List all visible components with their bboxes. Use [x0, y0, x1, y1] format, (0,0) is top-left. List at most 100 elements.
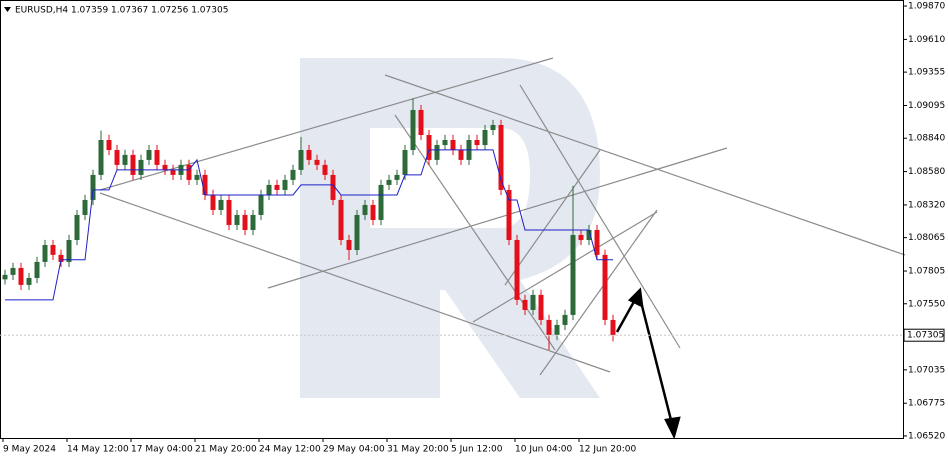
- candle-body: [538, 294, 544, 320]
- candle-body: [306, 150, 312, 160]
- candle-body: [522, 299, 528, 310]
- y-tick-label: 1.09355: [908, 68, 945, 78]
- y-tick-label: 1.08065: [908, 233, 945, 243]
- x-tick-label: 17 May 04:00: [131, 445, 193, 455]
- candle-body: [106, 140, 112, 151]
- y-tick-label: 1.09610: [908, 35, 945, 45]
- trend-line: [472, 211, 658, 323]
- y-tick-label: 1.07035: [908, 365, 945, 375]
- candle-body: [330, 174, 336, 200]
- candle-body: [602, 254, 608, 320]
- candle-body: [570, 234, 576, 315]
- candle-body: [506, 189, 512, 240]
- watermark-bowl: [370, 58, 600, 398]
- candle-body: [402, 150, 408, 175]
- y-tick-label: 1.08840: [908, 134, 945, 144]
- candle-body: [562, 314, 568, 325]
- candle-body: [530, 294, 536, 310]
- candle-body: [586, 229, 592, 240]
- candle-body: [10, 267, 16, 275]
- x-tick-label: 10 Jun 04:00: [515, 445, 572, 455]
- candle-body: [482, 130, 488, 146]
- arrow-down: [637, 293, 674, 425]
- candle-body: [370, 204, 376, 220]
- candle-body: [458, 150, 464, 160]
- y-tick-label: 1.09870: [908, 2, 945, 12]
- candle-body: [234, 214, 240, 225]
- y-tick-label: 1.08580: [908, 167, 945, 177]
- y-tick-label: 1.07550: [908, 299, 945, 309]
- candle-body: [42, 244, 48, 262]
- candle-body: [386, 179, 392, 185]
- y-tick-label: 1.08320: [908, 200, 945, 210]
- candle-body: [554, 324, 560, 335]
- candle-body: [130, 154, 136, 175]
- candle-body: [490, 124, 496, 131]
- candle-body: [170, 169, 176, 175]
- candle-body: [258, 194, 264, 215]
- candle-body: [578, 234, 584, 240]
- candle-body: [18, 267, 24, 285]
- trend-line: [394, 114, 556, 351]
- y-tick-label: 1.06775: [908, 399, 945, 409]
- candle-body: [226, 199, 232, 225]
- candle-body: [114, 150, 120, 165]
- trend-line: [99, 192, 611, 373]
- candle-body: [346, 239, 352, 250]
- x-tick-label: 14 May 12:00: [67, 445, 129, 455]
- candle-body: [394, 174, 400, 180]
- candle-body: [66, 239, 72, 262]
- candle-body: [274, 184, 280, 190]
- candle-body: [186, 164, 192, 180]
- current-price-label: 1.07305: [907, 331, 944, 341]
- plot: [2, 98, 616, 350]
- arrow-up: [615, 297, 638, 333]
- candle-body: [242, 214, 248, 230]
- candle-body: [378, 184, 384, 220]
- trend-line: [519, 84, 681, 349]
- candle-body: [138, 159, 144, 175]
- x-tick-label: 24 May 12:00: [259, 445, 321, 455]
- trend-line: [384, 74, 906, 256]
- candle-body: [74, 214, 80, 240]
- x-tick-label: 31 May 20:00: [387, 445, 449, 455]
- x-tick-label: 12 Jun 20:00: [579, 445, 636, 455]
- current-price-box: [903, 328, 945, 342]
- candle-body: [34, 261, 40, 278]
- y-tick-label: 1.06520: [908, 431, 945, 441]
- candle-body: [162, 164, 168, 170]
- candle-body: [354, 214, 360, 250]
- candle-body: [442, 140, 448, 146]
- x-tick-label: 5 Jun 12:00: [451, 445, 503, 455]
- candle-body: [514, 239, 520, 300]
- candle-body: [362, 204, 368, 215]
- candle-body: [338, 199, 344, 240]
- candle-body: [610, 319, 616, 336]
- candle-body: [434, 145, 440, 160]
- trend-lines: [99, 57, 906, 376]
- candle-body: [58, 254, 64, 262]
- candle-body: [82, 199, 88, 215]
- trend-line: [99, 57, 554, 191]
- x-tick-label: 9 May 2024: [3, 445, 56, 455]
- indicator-line: [5, 149, 613, 301]
- candle-body: [298, 150, 304, 170]
- candle-body: [90, 174, 96, 200]
- candle-body: [154, 150, 160, 165]
- candle-body: [498, 124, 504, 190]
- candle-body: [290, 169, 296, 180]
- candle-body: [146, 150, 152, 160]
- x-tick-label: 21 May 20:00: [195, 445, 257, 455]
- candle-body: [410, 109, 416, 151]
- symbol-menu-arrow: [4, 7, 11, 12]
- arrow-head: [664, 416, 681, 440]
- candle-body: [450, 140, 456, 151]
- candle-body: [426, 135, 432, 160]
- candle-body: [2, 274, 8, 280]
- candle-body: [474, 140, 480, 146]
- candle-body: [218, 199, 224, 210]
- plot-frame: [0, 0, 904, 439]
- candle-body: [546, 319, 552, 335]
- y-tick-label: 1.07805: [908, 267, 945, 277]
